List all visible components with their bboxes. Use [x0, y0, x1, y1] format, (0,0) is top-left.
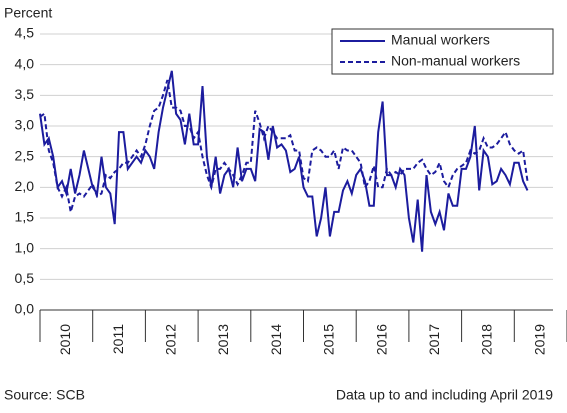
x-tick-label: 2014 — [268, 324, 284, 355]
note: Data up to and including April 2019 — [336, 387, 553, 403]
y-tick-label: 3,5 — [15, 86, 35, 102]
x-tick-label: 2010 — [57, 324, 73, 355]
source: Source: SCB — [4, 387, 85, 403]
y-tick-label: 1,0 — [15, 239, 35, 255]
series-line — [39, 79, 529, 213]
x-tick-label: 2016 — [373, 324, 389, 355]
legend-box — [331, 28, 554, 75]
x-tick-label: 2017 — [426, 324, 442, 355]
x-tick-label: 2011 — [110, 324, 126, 354]
y-tick-label: 2,0 — [15, 178, 35, 194]
series-line — [39, 70, 529, 252]
y-tick-label: 4,5 — [15, 25, 35, 41]
x-tick-label: 2013 — [215, 324, 231, 355]
y-tick-label: 0,0 — [15, 301, 35, 317]
y-tick-label: 1,5 — [15, 209, 35, 225]
x-tick-label: 2012 — [162, 324, 178, 355]
y-tick-label: 3,0 — [15, 117, 35, 133]
y-axis-label: Percent — [4, 5, 52, 21]
y-tick-label: 4,0 — [15, 55, 35, 71]
x-tick-label: 2019 — [531, 324, 547, 355]
y-tick-label: 0,5 — [15, 270, 35, 286]
y-tick-label: 2,5 — [15, 147, 35, 163]
x-tick-label: 2018 — [479, 324, 495, 355]
legend-label: Non-manual workers — [391, 53, 520, 69]
x-tick-label: 2015 — [321, 324, 337, 355]
legend-label: Manual workers — [391, 32, 490, 48]
